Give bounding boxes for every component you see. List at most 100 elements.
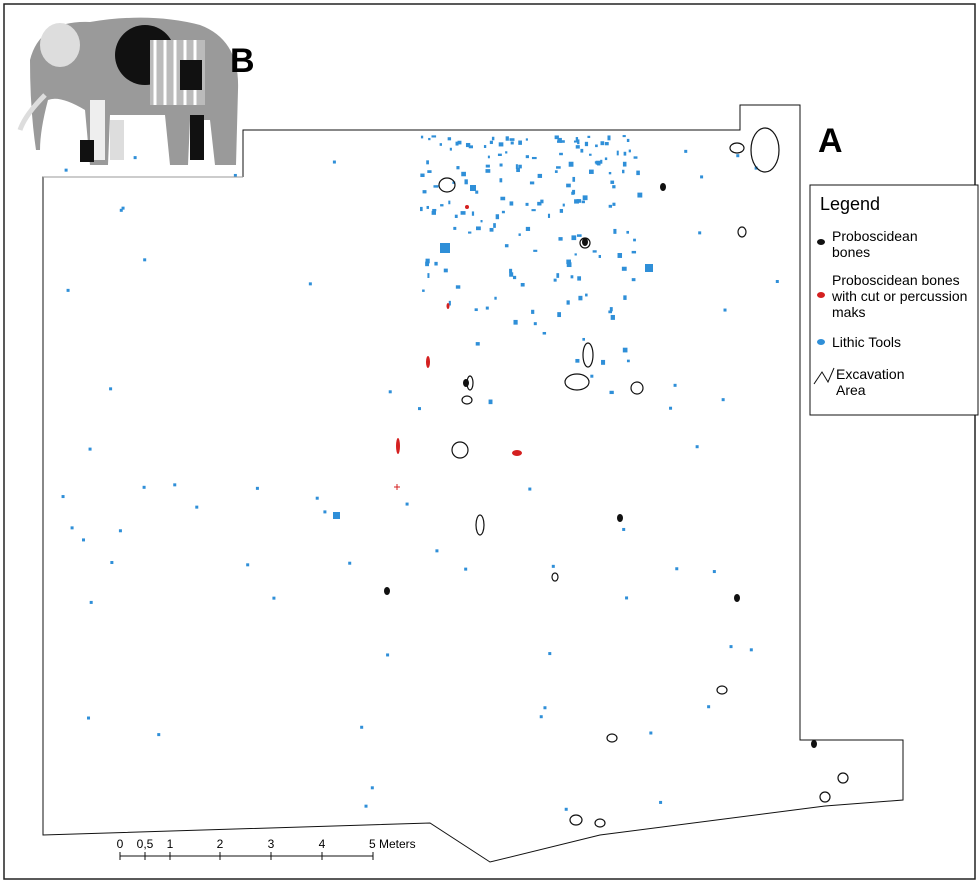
lithic-tool — [572, 177, 575, 182]
lithic-tool — [475, 191, 478, 194]
lithic-tool — [563, 204, 565, 207]
lithic-tool — [698, 231, 701, 234]
lithic-tool — [134, 156, 137, 159]
lithic-tool — [418, 407, 421, 410]
lithic-tool — [505, 151, 507, 153]
map-figure: B A Legend Proboscidean bones Proboscide… — [0, 0, 979, 883]
lithic-tool — [571, 275, 574, 278]
lithic-tool — [87, 717, 90, 720]
cut-bone — [426, 356, 430, 368]
lithic-tool — [633, 239, 636, 242]
lithic-tool — [234, 174, 237, 177]
lithic-tool — [605, 157, 607, 160]
lithic-tool — [684, 150, 687, 153]
lithic-tool — [513, 276, 516, 279]
lithic-tool — [143, 486, 146, 489]
lithic-tool — [593, 250, 597, 252]
lithic-tool — [565, 808, 568, 811]
lithic-tool — [67, 289, 70, 292]
lithic-tool — [470, 185, 476, 191]
lithic-tool — [649, 731, 652, 734]
lithic-tool — [496, 214, 499, 219]
lithic-tool — [526, 155, 529, 158]
lithic-tool — [674, 384, 677, 387]
lithic-tool — [595, 145, 598, 148]
lithic-tool — [456, 285, 460, 288]
lithic-tool — [272, 597, 275, 600]
lithic-tool — [110, 561, 113, 564]
lithic-tool — [548, 214, 550, 218]
lithic-tool — [532, 157, 537, 159]
lithic-tool — [575, 359, 579, 363]
lithic-tool — [464, 568, 467, 571]
legend-swatch — [817, 239, 825, 245]
lithic-tool — [540, 200, 543, 204]
lithic-tool — [490, 141, 493, 144]
lithic-tool — [521, 283, 525, 287]
lithic-tool — [622, 170, 624, 173]
lithic-tool — [623, 295, 626, 300]
lithic-tool — [62, 495, 65, 498]
lithic-tool — [420, 207, 423, 211]
lithic-tool — [587, 136, 590, 138]
lithic-tool — [434, 262, 437, 266]
legend-title: Legend — [820, 194, 880, 214]
scale-label: 5 Meters — [369, 837, 416, 851]
lithic-tool — [610, 307, 613, 311]
lithic-tool — [122, 207, 125, 210]
lithic-tool — [543, 706, 546, 709]
lithic-tool — [348, 562, 351, 565]
lithic-tool — [371, 786, 374, 789]
lithic-tool — [533, 250, 537, 252]
lithic-tool — [574, 199, 579, 203]
lithic-tool — [557, 141, 562, 143]
lithic-tool — [119, 529, 122, 532]
lithic-tool — [492, 137, 494, 141]
lithic-tool — [623, 135, 626, 137]
bone — [384, 587, 390, 595]
lithic-tool — [548, 652, 551, 655]
bone — [811, 740, 817, 748]
lithic-tool — [597, 161, 601, 165]
lithic-tool — [582, 338, 585, 341]
lithic-tool — [472, 211, 474, 215]
legend-label: Lithic Tools — [832, 334, 901, 350]
bone — [660, 183, 666, 191]
lithic-tool — [559, 153, 563, 155]
lithic-tool — [618, 253, 622, 258]
lithic-tool — [675, 567, 678, 570]
lithic-tool — [576, 137, 578, 141]
lithic-tool — [585, 294, 588, 297]
lithic-tool — [516, 164, 518, 169]
lithic-tool — [427, 170, 431, 173]
lithic-tool — [456, 142, 459, 146]
lithic-tool — [481, 220, 483, 222]
lithic-tool — [554, 279, 557, 282]
lithic-tool — [659, 801, 662, 804]
lithic-tool — [519, 233, 521, 236]
lithic-tool — [82, 538, 85, 541]
legend-swatch — [817, 339, 825, 345]
lithic-tool — [531, 209, 535, 211]
lithic-tool — [365, 805, 368, 808]
bone — [463, 379, 469, 387]
lithic-tool — [71, 526, 74, 529]
lithic-tool — [484, 145, 486, 148]
lithic-tool — [427, 206, 429, 209]
lithic-tool — [425, 262, 429, 267]
panel-label: A — [818, 122, 843, 160]
lithic-tool — [489, 400, 493, 405]
lithic-tool — [420, 174, 424, 177]
lithic-tool — [461, 211, 466, 215]
lithic-tool — [632, 278, 636, 281]
lithic-tool — [583, 195, 588, 200]
lithic-tool — [543, 332, 546, 335]
lithic-tool — [468, 232, 471, 234]
lithic-tool — [476, 226, 481, 230]
lithic-tool — [455, 215, 458, 218]
panel-label: B — [230, 42, 255, 80]
lithic-tool — [440, 204, 443, 206]
lithic-tool — [629, 150, 631, 153]
lithic-tool — [634, 156, 638, 158]
lithic-tool — [464, 179, 467, 184]
